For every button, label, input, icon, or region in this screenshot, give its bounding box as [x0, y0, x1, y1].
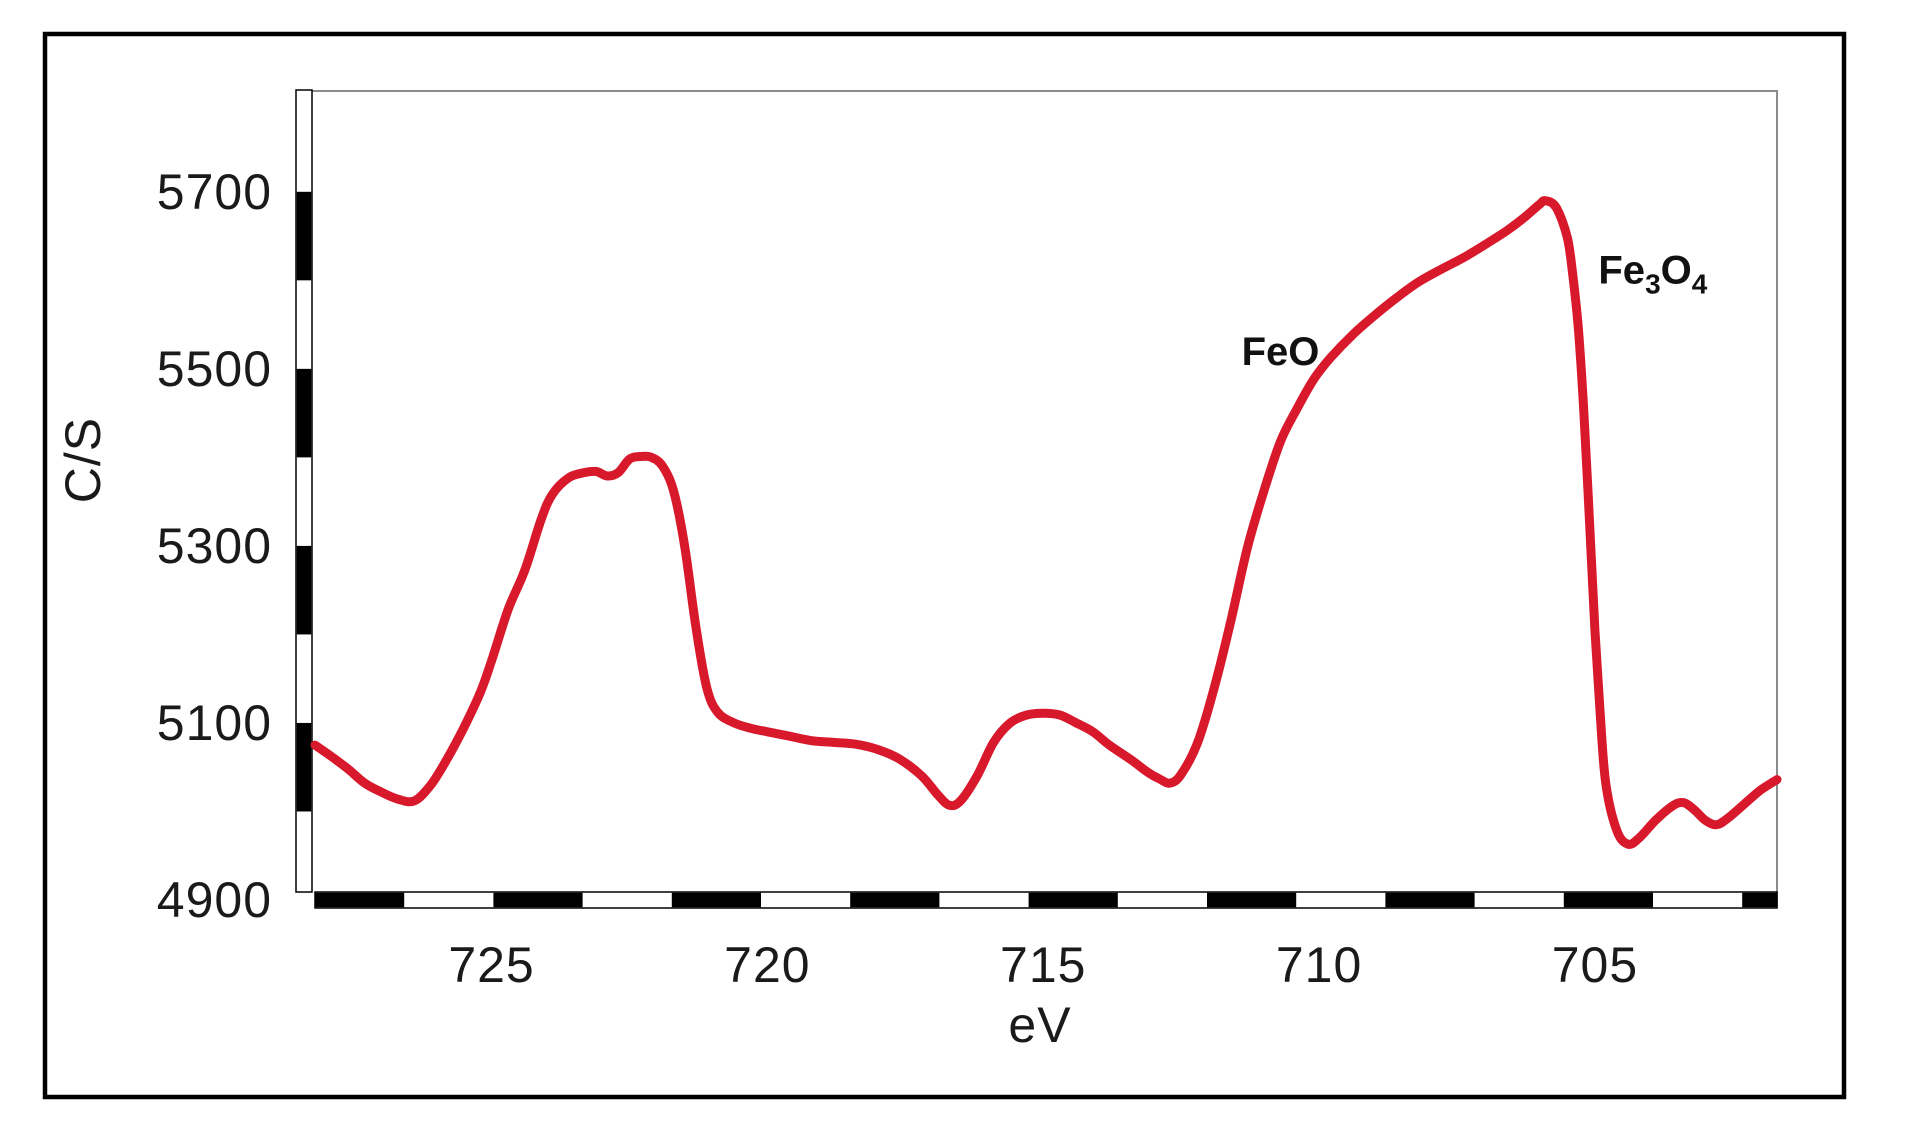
x-ruler-black-segment [493, 892, 583, 908]
y-ruler-black-segment [296, 191, 312, 281]
x-tick-label: 715 [1000, 937, 1086, 993]
fe3o4-label: Fe3O4 [1598, 249, 1707, 300]
x-ruler-black-segment [1028, 892, 1118, 908]
x-tick-label: 725 [448, 937, 534, 993]
y-axis-tick-labels: 4900 5100 5300 5500 5700 [157, 164, 272, 928]
x-axis-title: eV [1008, 997, 1071, 1053]
x-ruler-black-segment [315, 892, 405, 908]
y-ruler-black-segment [296, 545, 312, 635]
y-ruler-bar [295, 89, 313, 893]
x-ruler-black-segment [1563, 892, 1653, 908]
plot-border [296, 90, 1778, 908]
x-ruler-black-segment [671, 892, 761, 908]
x-axis-ruler [314, 891, 1778, 909]
x-tick-label: 710 [1276, 937, 1362, 993]
y-ruler-black-segment [296, 368, 312, 458]
y-tick-label: 5100 [157, 695, 272, 751]
x-ruler-black-segment [1207, 892, 1297, 908]
x-ruler-black-segment [1385, 892, 1475, 908]
y-axis-ruler [295, 89, 313, 893]
series-layer [310, 196, 1782, 849]
y-tick-label: 4900 [157, 872, 272, 928]
y-tick-label: 5500 [157, 341, 272, 397]
y-tick-label: 5300 [157, 518, 272, 574]
y-tick-label: 5700 [157, 164, 272, 220]
x-tick-label: 705 [1552, 937, 1638, 993]
y-ruler-black-segment [296, 722, 312, 812]
x-ruler-black-segment [1742, 892, 1777, 908]
x-axis-tick-labels: 725 720 715 710 705 [448, 937, 1638, 993]
spectrum-line [310, 196, 1782, 849]
figure-frame [42, 31, 1847, 1100]
x-ruler-black-segment [850, 892, 940, 908]
x-tick-label: 720 [724, 937, 810, 993]
annotation-layer: FeO Fe3O4 [1242, 249, 1708, 374]
y-axis-title: C/S [55, 417, 111, 503]
feo-label: FeO [1242, 330, 1320, 374]
